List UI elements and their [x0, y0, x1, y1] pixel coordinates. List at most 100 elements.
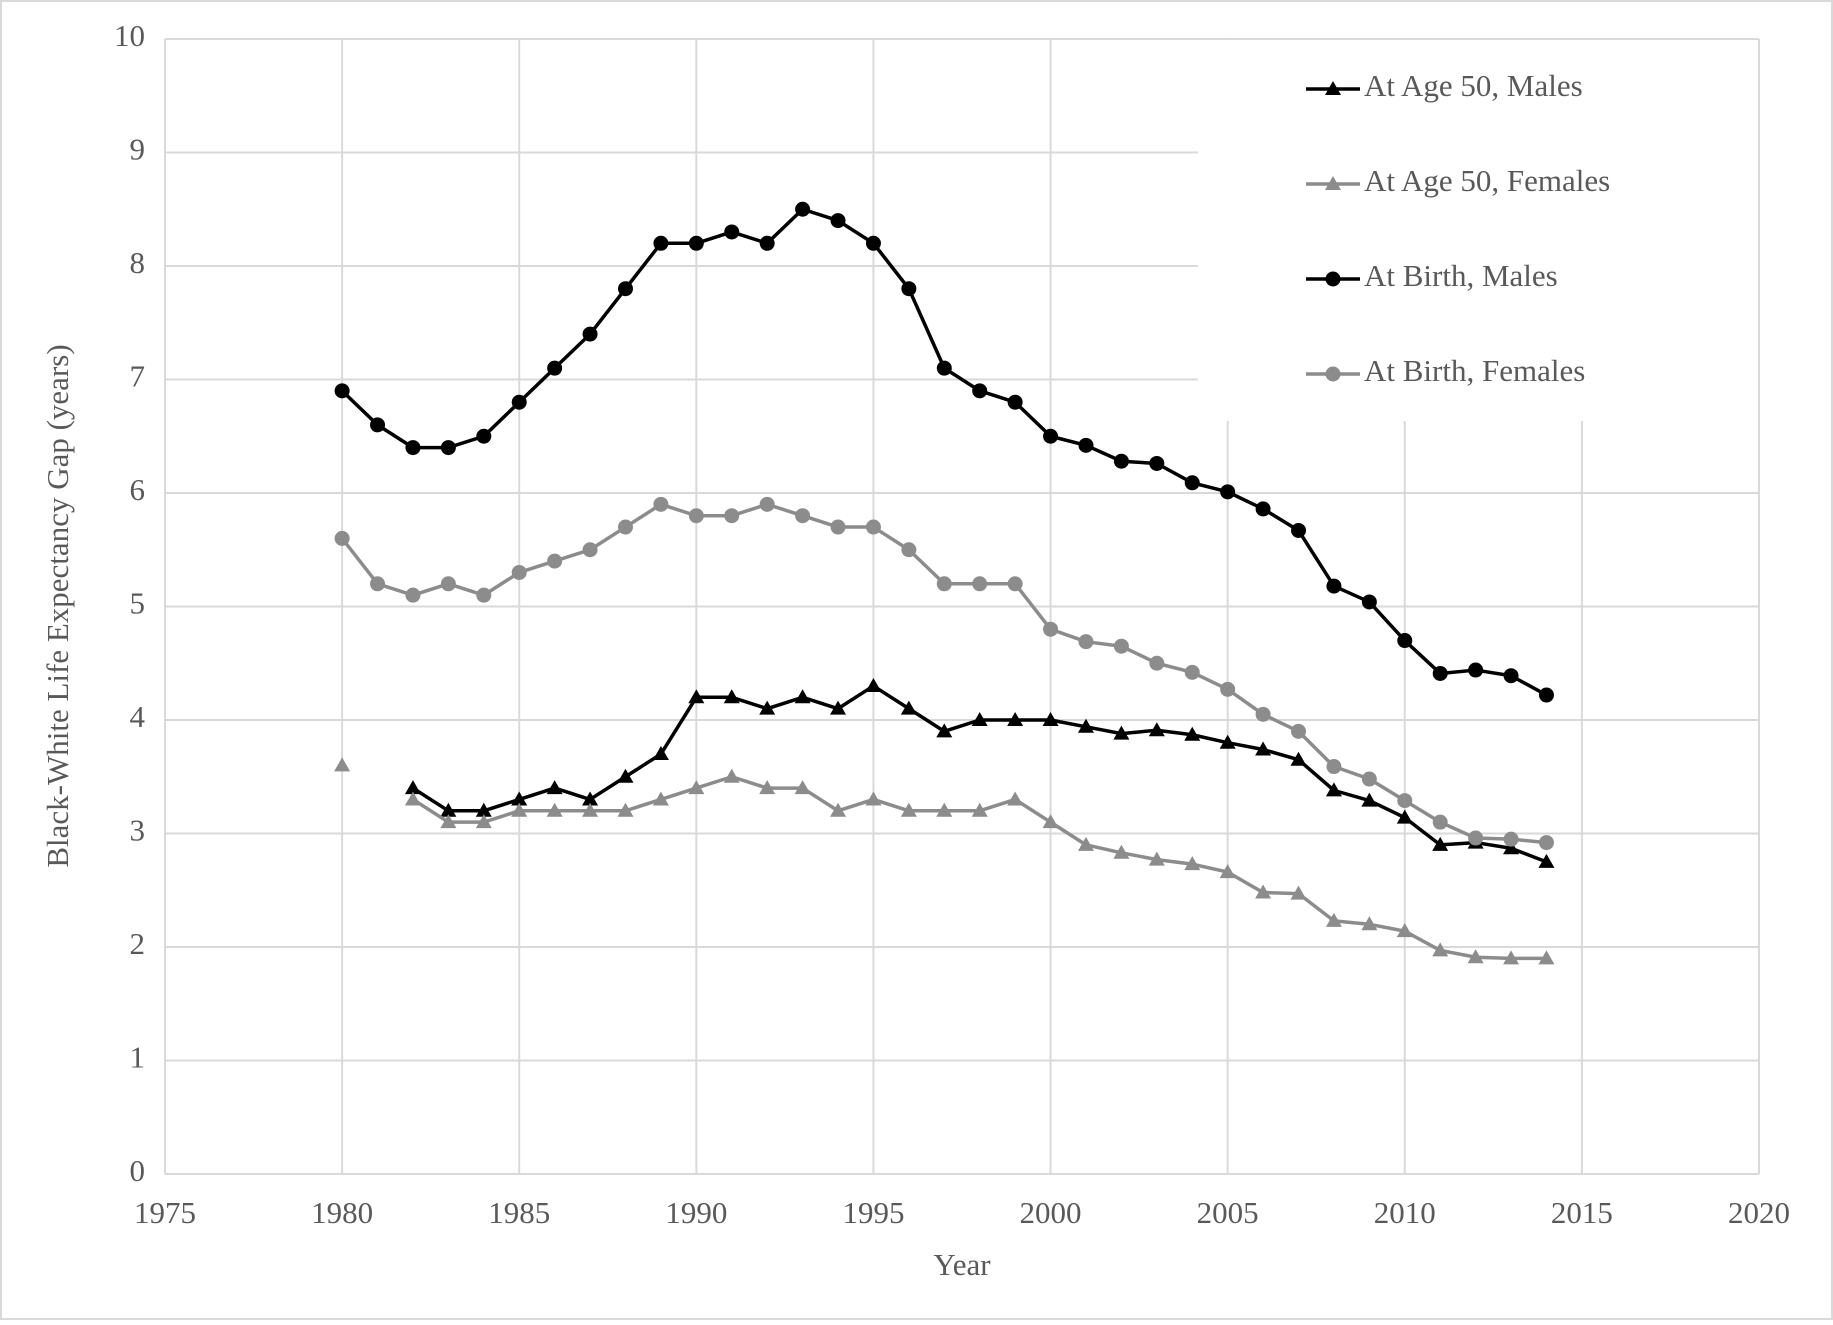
- marker: [1361, 771, 1377, 787]
- marker: [1503, 950, 1520, 965]
- x-tick-label: 2010: [1374, 1195, 1436, 1230]
- marker: [582, 542, 598, 558]
- marker: [1219, 864, 1236, 879]
- marker: [1538, 687, 1554, 703]
- marker: [334, 757, 351, 772]
- marker: [547, 553, 563, 569]
- marker: [724, 508, 740, 524]
- marker: [582, 326, 598, 342]
- marker: [617, 519, 633, 535]
- marker: [1432, 836, 1449, 851]
- marker: [1255, 706, 1271, 722]
- marker: [936, 802, 953, 817]
- marker: [1326, 578, 1342, 594]
- marker: [1078, 437, 1094, 453]
- marker: [972, 576, 988, 592]
- marker: [865, 791, 882, 806]
- y-tick-label: 5: [130, 586, 146, 621]
- marker: [1078, 634, 1094, 650]
- y-axis-title: Black-White Life Expectancy Gap (years): [40, 344, 75, 867]
- marker: [511, 802, 528, 817]
- marker: [1219, 734, 1236, 749]
- marker: [546, 780, 563, 795]
- marker: [370, 576, 386, 592]
- x-tick-label: 2015: [1551, 1195, 1613, 1230]
- y-tick-label: 9: [130, 132, 146, 167]
- marker: [582, 802, 599, 817]
- marker: [865, 519, 881, 535]
- marker: [617, 768, 634, 783]
- marker: [404, 791, 421, 806]
- marker: [1432, 665, 1448, 681]
- marker: [1503, 831, 1519, 847]
- marker: [546, 802, 563, 817]
- marker: [1325, 81, 1341, 95]
- marker: [476, 587, 492, 603]
- marker: [1397, 793, 1413, 809]
- marker: [972, 383, 988, 399]
- marker: [652, 791, 669, 806]
- marker: [865, 677, 882, 692]
- marker: [1077, 836, 1094, 851]
- x-tick-label: 1985: [488, 1195, 550, 1230]
- marker: [759, 780, 776, 795]
- marker: [1184, 664, 1200, 680]
- marker: [1149, 655, 1165, 671]
- marker: [901, 542, 917, 558]
- marker: [865, 235, 881, 251]
- marker: [476, 428, 492, 444]
- marker: [617, 802, 634, 817]
- marker: [547, 360, 563, 376]
- marker: [1325, 912, 1342, 927]
- marker: [1255, 884, 1272, 899]
- marker: [688, 235, 704, 251]
- marker: [1538, 950, 1555, 965]
- marker: [1538, 835, 1554, 851]
- marker: [971, 712, 988, 726]
- marker: [511, 394, 527, 410]
- x-tick-label: 1990: [665, 1195, 727, 1230]
- marker: [1361, 792, 1378, 807]
- marker: [830, 213, 846, 229]
- marker: [1396, 809, 1413, 824]
- marker: [794, 689, 811, 704]
- marker: [475, 802, 492, 817]
- marker: [936, 576, 952, 592]
- marker: [1325, 366, 1341, 382]
- x-tick-label: 1995: [842, 1195, 904, 1230]
- marker: [653, 235, 669, 251]
- marker: [1113, 453, 1129, 469]
- marker: [723, 689, 740, 704]
- marker: [830, 700, 847, 715]
- plot: [334, 201, 1555, 965]
- y-tick-label: 7: [130, 359, 146, 394]
- marker: [724, 224, 740, 240]
- legend-label: At Birth, Females: [1364, 353, 1585, 388]
- legend-label: At Age 50, Females: [1364, 163, 1610, 198]
- marker: [1290, 885, 1307, 900]
- x-tick-label: 1975: [134, 1195, 196, 1230]
- marker: [688, 780, 705, 795]
- legend: At Age 50, Males At Age 50, Females At Bir…: [1198, 40, 1758, 421]
- marker: [1007, 712, 1024, 726]
- y-tick-label: 0: [130, 1153, 146, 1188]
- marker: [936, 723, 953, 738]
- marker: [440, 814, 457, 829]
- x-tick-label: 1980: [311, 1195, 373, 1230]
- marker: [1503, 840, 1520, 855]
- marker: [1397, 633, 1413, 649]
- marker: [1468, 830, 1484, 846]
- marker: [1467, 949, 1484, 964]
- marker: [901, 281, 917, 297]
- marker: [1255, 741, 1272, 756]
- marker: [1325, 271, 1341, 287]
- marker: [582, 791, 599, 806]
- marker: [1007, 791, 1024, 806]
- marker: [759, 235, 775, 251]
- marker: [1043, 621, 1059, 637]
- marker: [334, 383, 350, 399]
- marker: [1503, 668, 1519, 684]
- y-tick-label: 6: [130, 472, 146, 507]
- marker: [900, 802, 917, 817]
